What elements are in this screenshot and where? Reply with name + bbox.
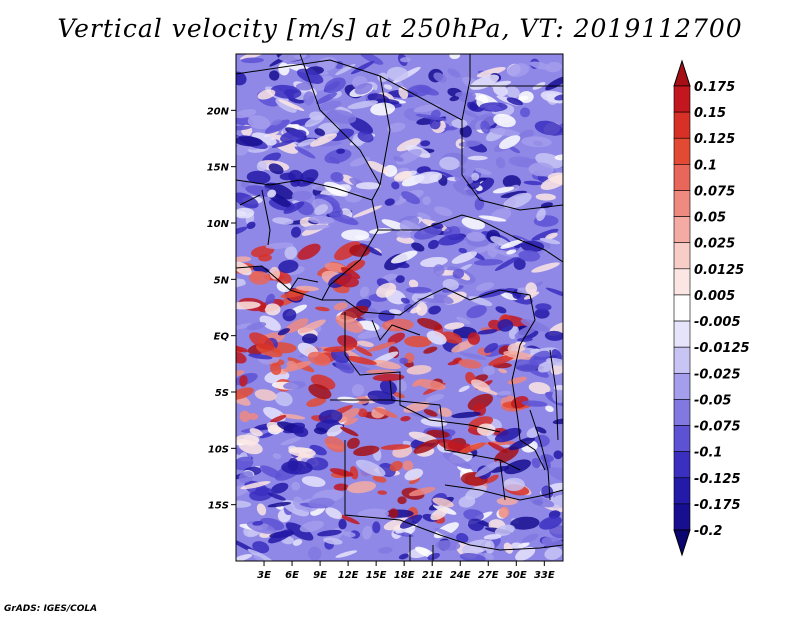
velocity-field [236, 54, 563, 561]
lon-label: 30E [506, 570, 527, 581]
lon-label: 24E [450, 570, 471, 581]
colorbar-bin [673, 372, 691, 400]
lon-label: 15E [366, 570, 387, 581]
colorbar-bin [673, 425, 691, 452]
colorbar-label: 0.15 [694, 106, 726, 121]
colorbar-bin [673, 399, 691, 426]
colorbar-bin [673, 164, 691, 191]
colorbar-label: -0.005 [694, 315, 741, 330]
colorbar-bin [673, 216, 691, 244]
colorbar-label: 0.125 [694, 132, 735, 147]
colorbar-label: 0.05 [694, 211, 726, 226]
colorbar-bin [673, 503, 691, 531]
lon-label: 27E [478, 570, 499, 581]
country-borders [236, 54, 563, 561]
lat-label: 5N [214, 275, 230, 286]
colorbar-label: -0.125 [694, 472, 741, 487]
colorbar-bin [673, 137, 691, 165]
credit-label: GrADS: IGES/COLA [4, 604, 98, 614]
lon-label: 18E [394, 570, 415, 581]
colorbar: 0.175 0.15 0.125 0.1 0.075 0.05 0.025 0.0125 0.0… [673, 59, 750, 557]
colorbar-bottom-arrow [673, 529, 691, 557]
colorbar-bin [673, 451, 691, 479]
colorbar-label: -0.1 [694, 446, 722, 461]
colorbar-label: 0.1 [694, 158, 717, 173]
colorbar-label: 0.0125 [694, 263, 744, 278]
lat-label: 10S [208, 444, 229, 455]
colorbar-label: 0.075 [694, 184, 735, 199]
colorbar-bin [673, 85, 691, 113]
colorbar-bin [673, 190, 691, 217]
colorbar-bin [673, 111, 691, 139]
latitude-axis: 20N 15N 10N 5N EQ 5S 10S 15S [207, 106, 236, 512]
lon-label: 9E [313, 570, 327, 581]
colorbar-label: 0.005 [694, 289, 735, 304]
lat-label: 15N [207, 163, 230, 174]
colorbar-label: -0.0125 [694, 341, 750, 356]
colorbar-label: -0.05 [694, 393, 731, 408]
colorbar-label: 0.175 [694, 80, 735, 95]
colorbar-bin [673, 294, 691, 322]
lon-label: 33E [534, 570, 555, 581]
colorbar-bin [673, 268, 691, 296]
lat-label: 15S [208, 501, 229, 512]
lat-label: 20N [207, 106, 230, 117]
colorbar-label: -0.075 [694, 420, 741, 435]
longitude-axis: 3E 6E 9E 12E 15E 18E 21E 24E 27E 30E 33E [257, 561, 555, 581]
lat-label: 10N [207, 219, 230, 230]
colorbar-bin [673, 320, 691, 348]
lon-label: 3E [257, 570, 271, 581]
lat-label: 5S [215, 388, 229, 399]
lat-label: EQ [214, 332, 230, 343]
colorbar-bin [673, 346, 691, 374]
colorbar-label: -0.025 [694, 367, 741, 382]
colorbar-label: 0.025 [694, 237, 735, 252]
colorbar-top-arrow [673, 59, 691, 87]
lon-label: 6E [285, 570, 299, 581]
lon-label: 12E [338, 570, 359, 581]
colorbar-bin [673, 477, 691, 505]
colorbar-label: -0.175 [694, 498, 741, 513]
colorbar-bin [673, 242, 691, 270]
lon-label: 21E [422, 570, 443, 581]
colorbar-label: -0.2 [694, 524, 722, 539]
map-title: Vertical velocity [m/s] at 250hPa, VT: 2… [57, 14, 743, 43]
map-frame [235, 53, 564, 562]
